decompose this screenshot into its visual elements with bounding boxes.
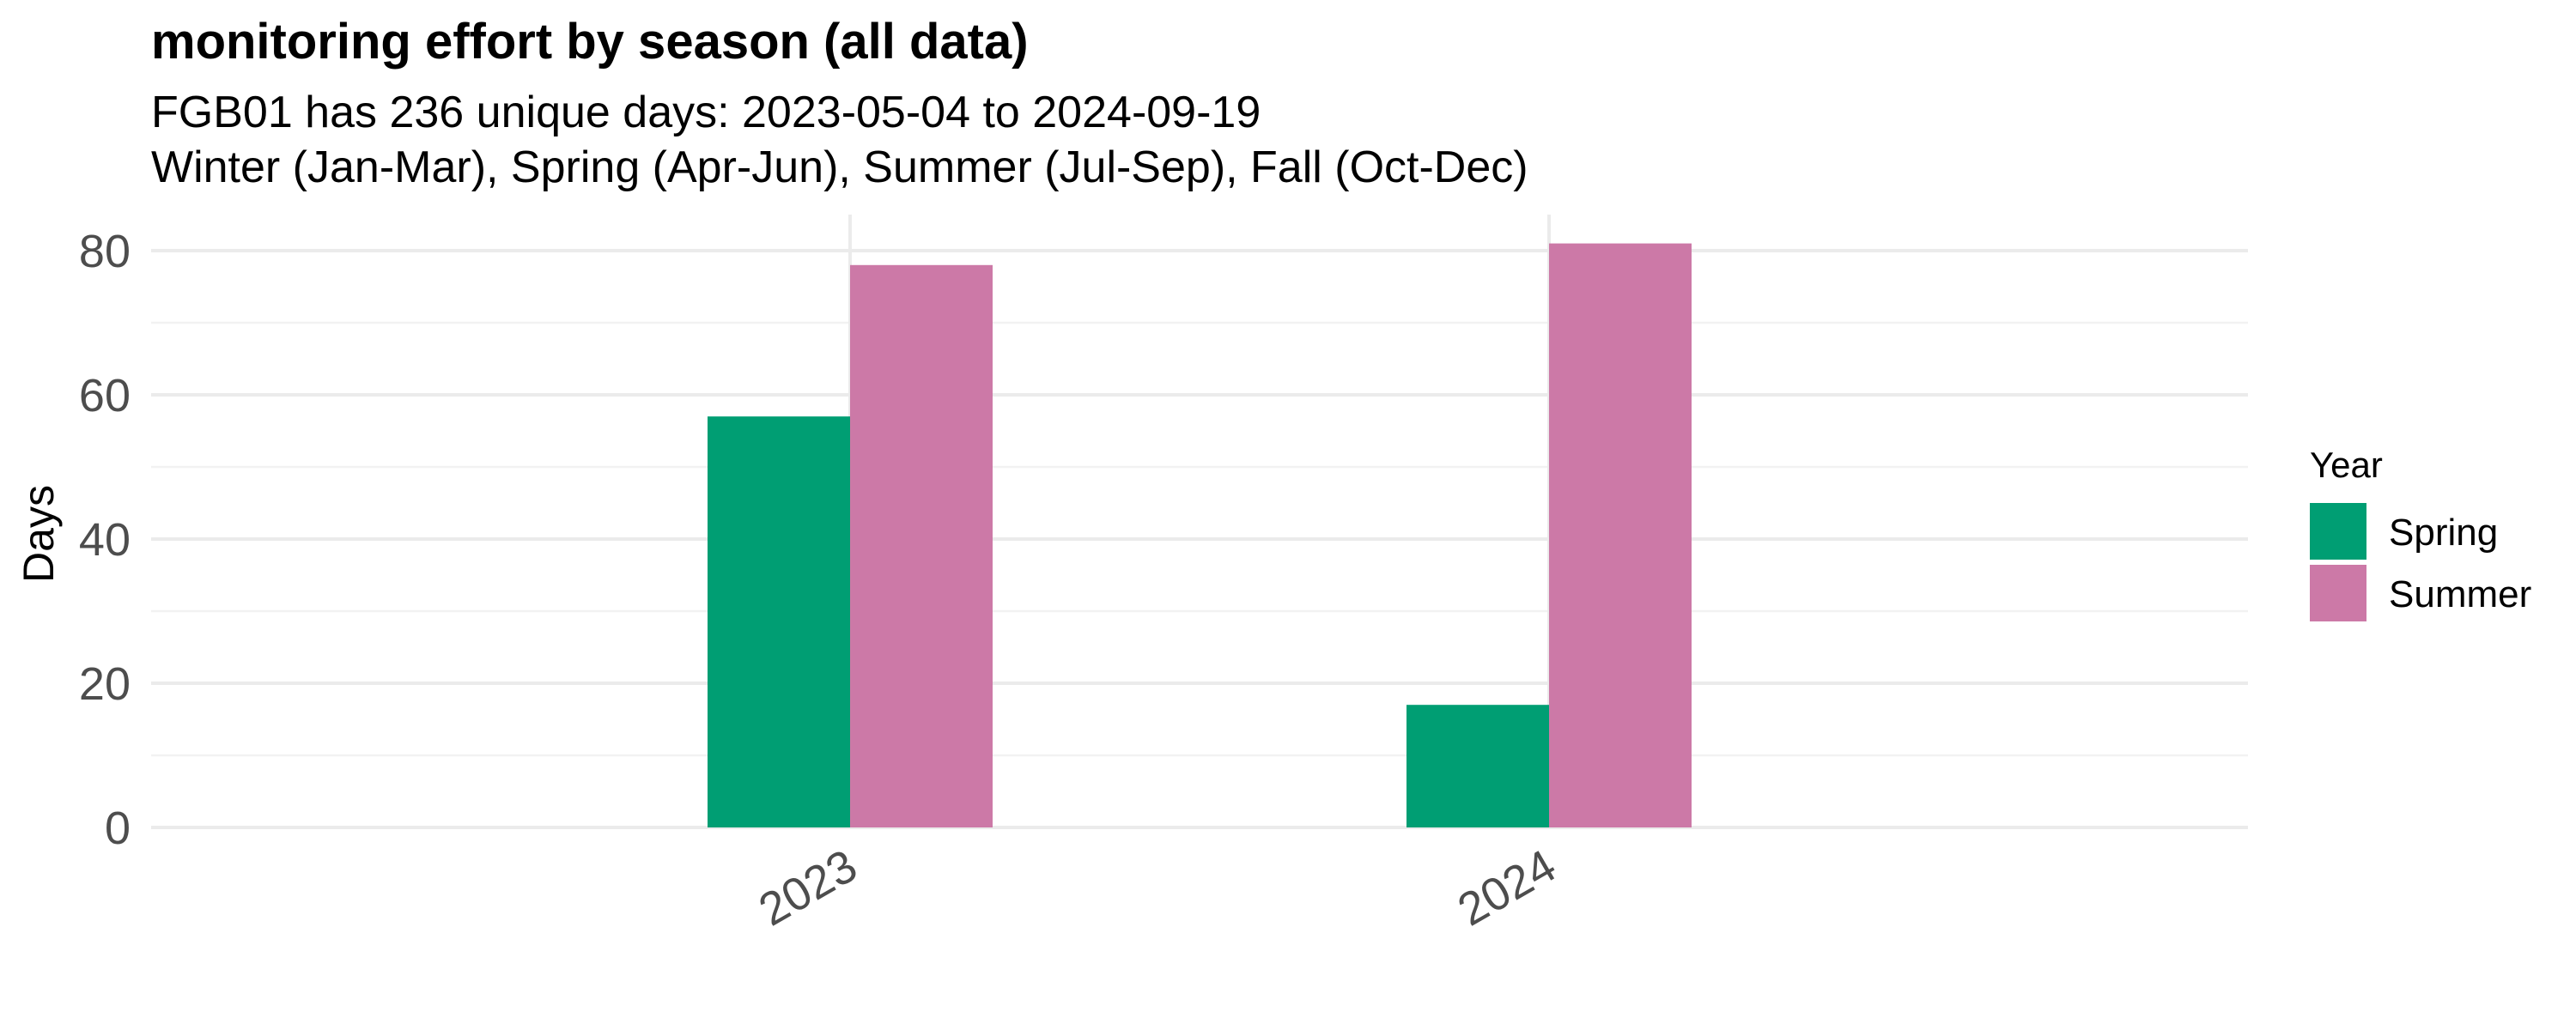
chart-title: monitoring effort by season (all data) (151, 14, 1029, 70)
legend-key-spring (2310, 503, 2366, 560)
x-tick-label: 2023 (750, 839, 866, 936)
y-tick-label: 0 (105, 803, 131, 854)
y-tick-label: 60 (79, 370, 131, 421)
bar-summer-2023 (850, 264, 993, 827)
bar-summer-2024 (1549, 243, 1692, 828)
legend-title: Year (2310, 445, 2383, 485)
bar-spring-2024 (1406, 705, 1549, 827)
x-axis-ticks: 2023 2024 (750, 839, 1564, 936)
legend-label-summer: Summer (2389, 573, 2531, 615)
chart-subtitle-line-2: Winter (Jan-Mar), Spring (Apr-Jun), Summ… (151, 142, 1528, 192)
y-axis-ticks: 0 20 40 60 80 (79, 226, 131, 854)
bars (708, 243, 1692, 828)
y-axis-label: Days (15, 485, 63, 583)
gridlines (151, 215, 2248, 829)
bar-spring-2023 (708, 416, 850, 827)
legend: Year Spring Summer (2310, 445, 2531, 621)
y-tick-label: 80 (79, 226, 131, 277)
y-tick-label: 40 (79, 514, 131, 566)
legend-key-summer (2310, 565, 2366, 621)
x-tick-label: 2024 (1449, 839, 1564, 936)
legend-label-spring: Spring (2389, 512, 2498, 554)
y-tick-label: 20 (79, 658, 131, 710)
chart-subtitle-line-1: FGB01 has 236 unique days: 2023-05-04 to… (151, 88, 1261, 137)
